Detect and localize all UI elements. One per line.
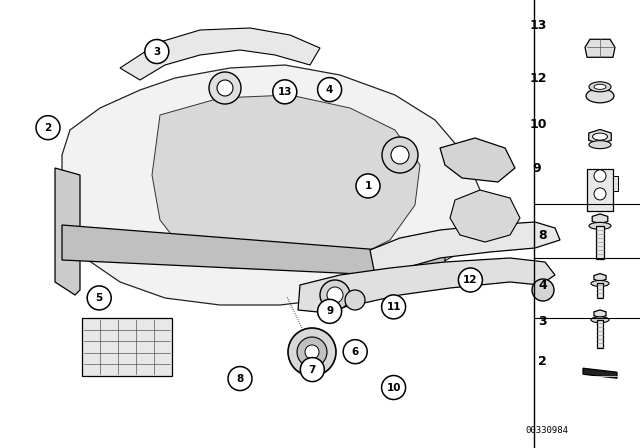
Circle shape <box>594 188 606 200</box>
Text: 11: 11 <box>387 302 401 312</box>
Polygon shape <box>152 95 420 270</box>
Polygon shape <box>450 190 520 242</box>
Circle shape <box>356 174 380 198</box>
Text: 4: 4 <box>538 279 547 293</box>
Ellipse shape <box>586 89 614 103</box>
Circle shape <box>305 345 319 359</box>
Polygon shape <box>62 225 445 278</box>
Polygon shape <box>370 222 560 275</box>
Text: 8: 8 <box>236 374 244 383</box>
Text: 12: 12 <box>463 275 477 285</box>
Circle shape <box>217 80 233 96</box>
Ellipse shape <box>589 222 611 229</box>
Text: 13: 13 <box>278 87 292 97</box>
Ellipse shape <box>591 317 609 323</box>
Text: 6: 6 <box>351 347 359 357</box>
Text: 00330984: 00330984 <box>525 426 569 435</box>
Text: 13: 13 <box>530 19 547 33</box>
Text: 10: 10 <box>387 383 401 392</box>
Polygon shape <box>440 138 515 182</box>
Circle shape <box>273 80 297 104</box>
Ellipse shape <box>591 280 609 286</box>
FancyBboxPatch shape <box>587 169 613 211</box>
Circle shape <box>288 328 336 376</box>
Text: 1: 1 <box>364 181 372 191</box>
Polygon shape <box>594 310 606 318</box>
Circle shape <box>381 375 406 400</box>
Ellipse shape <box>593 133 607 140</box>
Polygon shape <box>597 284 603 298</box>
Circle shape <box>36 116 60 140</box>
Circle shape <box>594 170 606 182</box>
Circle shape <box>458 268 483 292</box>
Circle shape <box>391 146 409 164</box>
Circle shape <box>145 39 169 64</box>
Text: 4: 4 <box>326 85 333 95</box>
Circle shape <box>297 337 327 367</box>
FancyBboxPatch shape <box>82 318 172 376</box>
Polygon shape <box>120 28 320 80</box>
Text: 9: 9 <box>326 306 333 316</box>
Polygon shape <box>592 214 608 224</box>
Circle shape <box>345 290 365 310</box>
FancyBboxPatch shape <box>613 176 618 191</box>
Text: 3: 3 <box>539 315 547 328</box>
Circle shape <box>300 358 324 382</box>
Text: 2: 2 <box>538 355 547 369</box>
Polygon shape <box>589 129 611 144</box>
Text: 9: 9 <box>532 161 541 175</box>
Circle shape <box>382 137 418 173</box>
Ellipse shape <box>594 84 606 89</box>
Text: 7: 7 <box>308 365 316 375</box>
Text: 8: 8 <box>539 228 547 242</box>
Polygon shape <box>596 226 604 259</box>
Text: 5: 5 <box>95 293 103 303</box>
Polygon shape <box>55 168 80 295</box>
Circle shape <box>228 366 252 391</box>
Polygon shape <box>597 320 603 348</box>
Circle shape <box>320 280 350 310</box>
Text: 12: 12 <box>530 72 547 85</box>
Circle shape <box>343 340 367 364</box>
Text: 2: 2 <box>44 123 52 133</box>
Polygon shape <box>298 258 555 312</box>
Circle shape <box>209 72 241 104</box>
Polygon shape <box>583 368 617 378</box>
Circle shape <box>381 295 406 319</box>
Polygon shape <box>585 39 615 57</box>
Ellipse shape <box>589 82 611 92</box>
Text: 3: 3 <box>153 47 161 56</box>
Circle shape <box>327 287 343 303</box>
Ellipse shape <box>589 141 611 149</box>
Circle shape <box>317 299 342 323</box>
Polygon shape <box>594 274 606 281</box>
Circle shape <box>532 279 554 301</box>
Polygon shape <box>62 65 480 305</box>
Circle shape <box>317 78 342 102</box>
Text: 10: 10 <box>530 118 547 131</box>
Circle shape <box>87 286 111 310</box>
